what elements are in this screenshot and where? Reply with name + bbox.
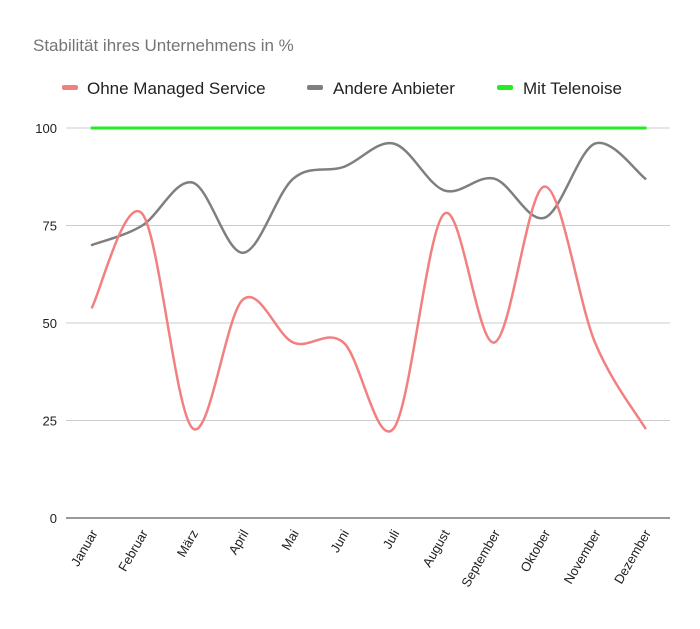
legend-swatch-ohne-managed-service [62,85,78,90]
x-tick-label-dezember: Dezember [611,526,654,586]
legend-label-ohne-managed-service: Ohne Managed Service [87,79,266,98]
x-tick-label-april: April [225,527,251,557]
x-tick-label-juni: Juni [327,527,352,555]
x-tick-label-september: September [458,526,503,589]
series-lines [90,126,647,433]
x-tick-label-januar: Januar [68,526,101,569]
x-tick-label-august: August [419,527,452,570]
x-tick-label-oktober: Oktober [517,526,553,574]
y-tick-label: 50 [43,316,57,331]
x-tick-label-februar: Februar [115,526,151,574]
x-tick-label-mai: Mai [278,527,302,553]
y-axis-ticks: 0 25 50 75 100 [35,121,57,526]
legend-item-mit-telenoise[interactable]: Mit Telenoise [497,79,622,98]
legend-item-ohne-managed-service[interactable]: Ohne Managed Service [62,79,266,98]
y-tick-label: 75 [43,219,57,234]
legend-swatch-andere-anbieter [307,85,323,90]
chart-title: Stabilität ihres Unternehmens in % [33,36,294,55]
legend: Ohne Managed Service Andere Anbieter Mit… [62,79,622,98]
series-line-andere-anbieter [90,141,647,255]
legend-label-mit-telenoise: Mit Telenoise [523,79,622,98]
y-tick-label: 100 [35,121,57,136]
gridlines [66,127,670,519]
legend-swatch-mit-telenoise [497,85,513,90]
y-tick-label: 0 [50,511,57,526]
x-axis-ticks: Januar Februar März April Mai Juni Juli August S… [68,526,654,589]
y-tick-label: 25 [43,414,57,429]
legend-item-andere-anbieter[interactable]: Andere Anbieter [307,79,455,98]
series-line-ohne-managed-service [90,185,647,433]
x-tick-label-juli: Juli [380,527,403,551]
x-tick-label-november: November [561,526,604,586]
x-tick-label-maerz: März [174,527,201,560]
legend-label-andere-anbieter: Andere Anbieter [333,79,455,98]
